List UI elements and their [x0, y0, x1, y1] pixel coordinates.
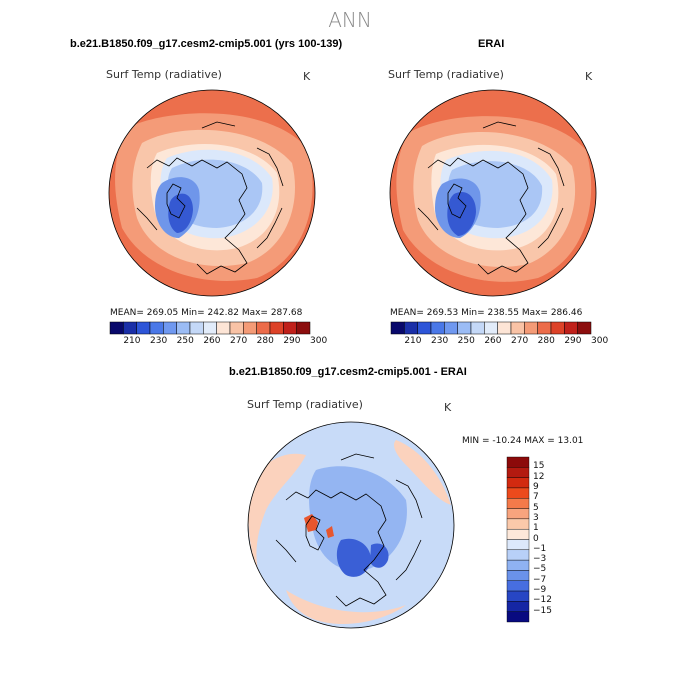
colorbar-swatch: [109, 321, 124, 335]
colorbar-tick-label: 1: [533, 523, 539, 534]
colorbar-tick-label: 0: [533, 533, 539, 544]
colorbar-tick-label: 260: [203, 336, 221, 346]
colorbar-swatch: [550, 321, 565, 335]
colorbar-swatch: [506, 539, 530, 551]
colorbar-swatch: [444, 321, 458, 335]
colorbar-tick-label: −1: [533, 543, 547, 554]
colorbar-tick-label: 5: [533, 502, 539, 513]
colorbar-swatch: [149, 321, 164, 335]
colorbar-swatch: [506, 601, 530, 612]
variable-label-erai: Surf Temp (radiative): [388, 68, 504, 81]
colorbar-swatch: [283, 321, 297, 335]
colorbar-swatch: [404, 321, 418, 335]
panel-title-diff: b.e21.B1850.f09_g17.cesm2-cmip5.001 - ER…: [229, 366, 467, 378]
colorbar-swatch: [457, 321, 472, 335]
colorbar-swatch: [577, 321, 592, 335]
units-label-diff: K: [444, 401, 452, 414]
colorbar-tick-label: −5: [533, 564, 547, 575]
colorbar-swatch: [506, 467, 530, 478]
colorbar-swatch: [269, 321, 284, 335]
colorbar-swatch: [176, 321, 191, 335]
colorbar-tick-label: −7: [533, 574, 547, 585]
units-label-erai: K: [585, 70, 593, 83]
colorbar-swatch: [189, 321, 204, 335]
colorbar-swatch: [510, 321, 525, 335]
stats-diff: MIN = -10.24 MAX = 13.01: [462, 436, 584, 446]
colorbar-tick-label: 7: [533, 492, 539, 503]
colorbar-tick-label: −15: [533, 605, 552, 616]
colorbar-swatch: [484, 321, 498, 335]
colorbar-swatch: [430, 321, 445, 335]
panel-title-erai: ERAI: [478, 38, 505, 50]
colorbar-swatch: [296, 321, 311, 335]
colorbar-swatch: [506, 498, 530, 509]
colorbar-swatch: [470, 321, 485, 335]
colorbar-tick-label: 3: [533, 512, 539, 523]
polar-map-diff: [247, 421, 455, 629]
colorbar-swatch: [564, 321, 578, 335]
colorbar-swatch: [390, 321, 405, 335]
colorbar-tick-label: 250: [457, 336, 475, 346]
colorbar-tick-label: 230: [431, 336, 449, 346]
colorbar-swatch: [136, 321, 151, 335]
colorbar-swatch: [537, 321, 552, 335]
stats-erai: MEAN= 269.53 Min= 238.55 Max= 286.46: [390, 308, 583, 318]
colorbar-tick-label: 300: [591, 336, 609, 346]
page-title: ANN: [328, 8, 372, 32]
colorbar-swatch: [417, 321, 432, 335]
colorbar-swatch: [229, 321, 244, 335]
colorbar-tick-label: −12: [533, 595, 552, 606]
stats-model: MEAN= 269.05 Min= 242.82 Max= 287.68: [110, 308, 303, 318]
colorbar-swatch: [216, 321, 231, 335]
colorbar-tick-label: −3: [533, 554, 547, 565]
colorbar-tick-label: 9: [533, 481, 539, 492]
colorbar-swatch: [506, 508, 530, 520]
colorbar-swatch: [506, 570, 530, 581]
colorbar-swatch: [506, 559, 530, 571]
colorbar-swatch: [524, 321, 538, 335]
colorbar-swatch: [506, 611, 530, 623]
colorbar-tick-label: −9: [533, 585, 547, 596]
colorbar-ticks-model: 210 230 250 260 270 280 290 300: [110, 336, 327, 348]
colorbar-tick-label: 290: [564, 336, 582, 346]
variable-label-diff: Surf Temp (radiative): [247, 398, 363, 411]
colorbar-tick-label: 300: [310, 336, 328, 346]
colorbar-swatch: [506, 528, 530, 540]
colorbar-ticks-diff: 15 12 9 7 5 3 1 0 −1 −3 −5 −7 −9 −12 −15: [533, 457, 573, 622]
colorbar-tick-label: 280: [256, 336, 274, 346]
colorbar-tick-label: 290: [283, 336, 301, 346]
panel-title-model: b.e21.B1850.f09_g17.cesm2-cmip5.001 (yrs…: [70, 38, 343, 50]
colorbar-tick-label: 210: [404, 336, 422, 346]
colorbar-swatch: [506, 477, 530, 489]
colorbar-model: [109, 321, 311, 335]
colorbar-swatch: [506, 487, 530, 499]
colorbar-tick-label: 260: [484, 336, 502, 346]
variable-label-model: Surf Temp (radiative): [106, 68, 222, 81]
colorbar-swatch: [506, 518, 530, 530]
colorbar-tick-label: 210: [123, 336, 141, 346]
colorbar-swatch: [506, 590, 530, 602]
polar-map-erai: [389, 89, 597, 297]
colorbar-tick-label: 270: [230, 336, 248, 346]
colorbar-swatch: [506, 580, 530, 592]
colorbar-tick-label: 250: [176, 336, 194, 346]
colorbar-tick-label: 270: [511, 336, 529, 346]
colorbar-swatch: [243, 321, 257, 335]
colorbar-swatch: [506, 456, 530, 468]
colorbar-tick-label: 280: [537, 336, 555, 346]
colorbar-swatch: [497, 321, 512, 335]
colorbar-diff: [506, 456, 530, 623]
colorbar-swatch: [163, 321, 177, 335]
polar-map-model: [108, 89, 316, 297]
colorbar-tick-label: 12: [533, 471, 545, 482]
colorbar-tick-label: 230: [150, 336, 168, 346]
colorbar-ticks-erai: 210 230 250 260 270 280 290 300: [391, 336, 608, 348]
colorbar-swatch: [256, 321, 271, 335]
colorbar-swatch: [203, 321, 217, 335]
colorbar-swatch: [123, 321, 137, 335]
colorbar-swatch: [506, 549, 530, 561]
colorbar-erai: [390, 321, 592, 335]
colorbar-tick-label: 15: [533, 461, 545, 472]
units-label-model: K: [303, 70, 311, 83]
